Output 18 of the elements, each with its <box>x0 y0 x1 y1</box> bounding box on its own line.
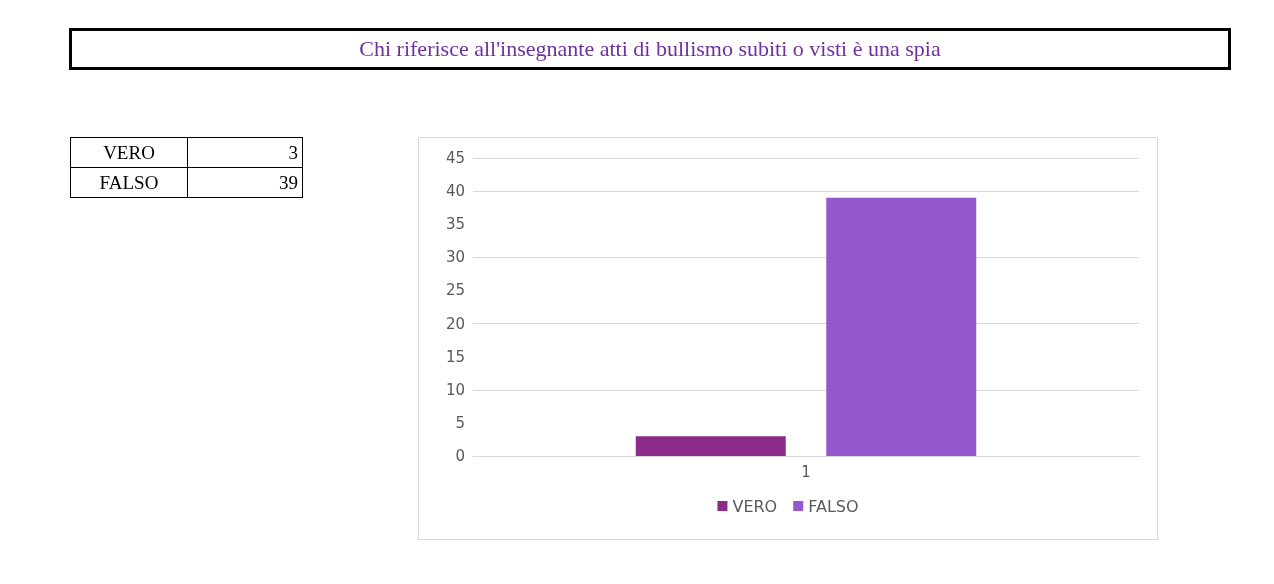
y-tick-label: 25 <box>445 281 465 300</box>
y-tick-label: 0 <box>455 447 465 465</box>
category-label: VERO <box>70 137 188 168</box>
x-tick-label: 1 <box>801 462 811 481</box>
y-tick-label: 5 <box>455 413 465 432</box>
y-tick-label: 20 <box>445 314 465 333</box>
data-label: 39 <box>187 167 303 198</box>
y-tick-label: 15 <box>445 347 465 366</box>
y-tick-label: 40 <box>445 182 465 201</box>
category-label: FALSO <box>70 167 188 198</box>
y-tick-label: 35 <box>445 215 465 234</box>
y-tick-label: 30 <box>445 248 465 267</box>
legend-label: FALSO <box>808 496 859 516</box>
legend-label: VERO <box>732 496 778 516</box>
y-tick-label: 10 <box>445 380 465 399</box>
data-label: 3 <box>187 137 303 168</box>
chart-title: Chi riferisce all'insegnante atti di bullismo subiti o visti è una spia <box>69 28 1231 70</box>
y-tick-label: 45 <box>445 149 465 167</box>
